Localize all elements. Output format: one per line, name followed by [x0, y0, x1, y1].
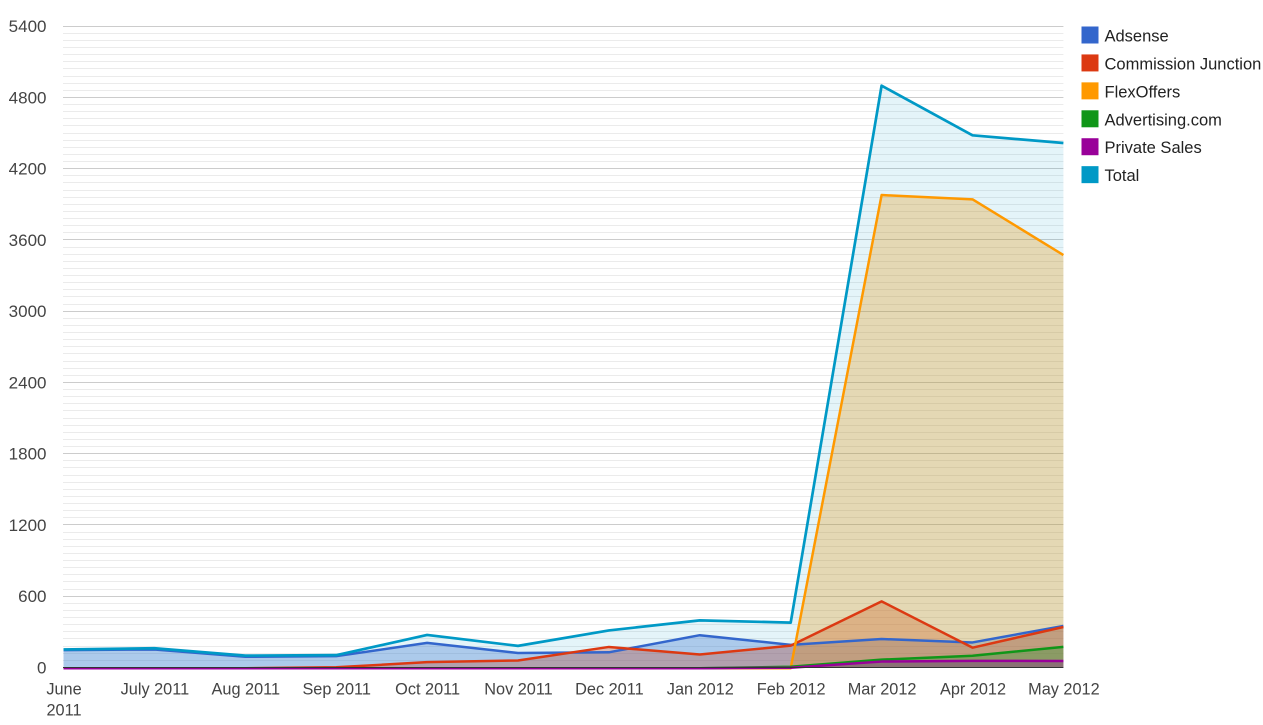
svg-text:Adsense: Adsense — [1105, 28, 1169, 46]
svg-text:Sep 2011: Sep 2011 — [302, 681, 371, 699]
svg-text:0: 0 — [37, 659, 46, 678]
svg-text:July 2011: July 2011 — [121, 681, 190, 699]
svg-text:3600: 3600 — [9, 231, 47, 250]
svg-text:3000: 3000 — [9, 302, 47, 321]
svg-text:5400: 5400 — [9, 17, 47, 36]
svg-text:Nov 2011: Nov 2011 — [484, 681, 553, 699]
svg-text:Commission Junction: Commission Junction — [1105, 55, 1262, 73]
svg-text:Total: Total — [1105, 167, 1140, 185]
svg-text:1200: 1200 — [9, 516, 47, 535]
svg-text:June: June — [46, 681, 81, 699]
svg-text:2011: 2011 — [46, 702, 81, 720]
svg-text:4200: 4200 — [9, 160, 47, 179]
svg-text:Aug 2011: Aug 2011 — [212, 681, 281, 699]
svg-text:Mar 2012: Mar 2012 — [848, 681, 917, 699]
svg-text:Apr 2012: Apr 2012 — [940, 681, 1006, 699]
svg-text:1800: 1800 — [9, 445, 47, 464]
svg-text:May 2012: May 2012 — [1028, 681, 1100, 699]
svg-text:FlexOffers: FlexOffers — [1105, 83, 1181, 101]
svg-text:Feb 2012: Feb 2012 — [757, 681, 826, 699]
svg-text:Dec 2011: Dec 2011 — [575, 681, 644, 699]
svg-text:Private Sales: Private Sales — [1105, 139, 1202, 157]
svg-text:600: 600 — [18, 587, 46, 606]
svg-text:Oct 2011: Oct 2011 — [395, 681, 460, 699]
svg-text:Advertising.com: Advertising.com — [1105, 111, 1222, 129]
svg-text:Jan 2012: Jan 2012 — [667, 681, 734, 699]
svg-text:2400: 2400 — [9, 373, 47, 392]
svg-text:4800: 4800 — [9, 88, 47, 107]
